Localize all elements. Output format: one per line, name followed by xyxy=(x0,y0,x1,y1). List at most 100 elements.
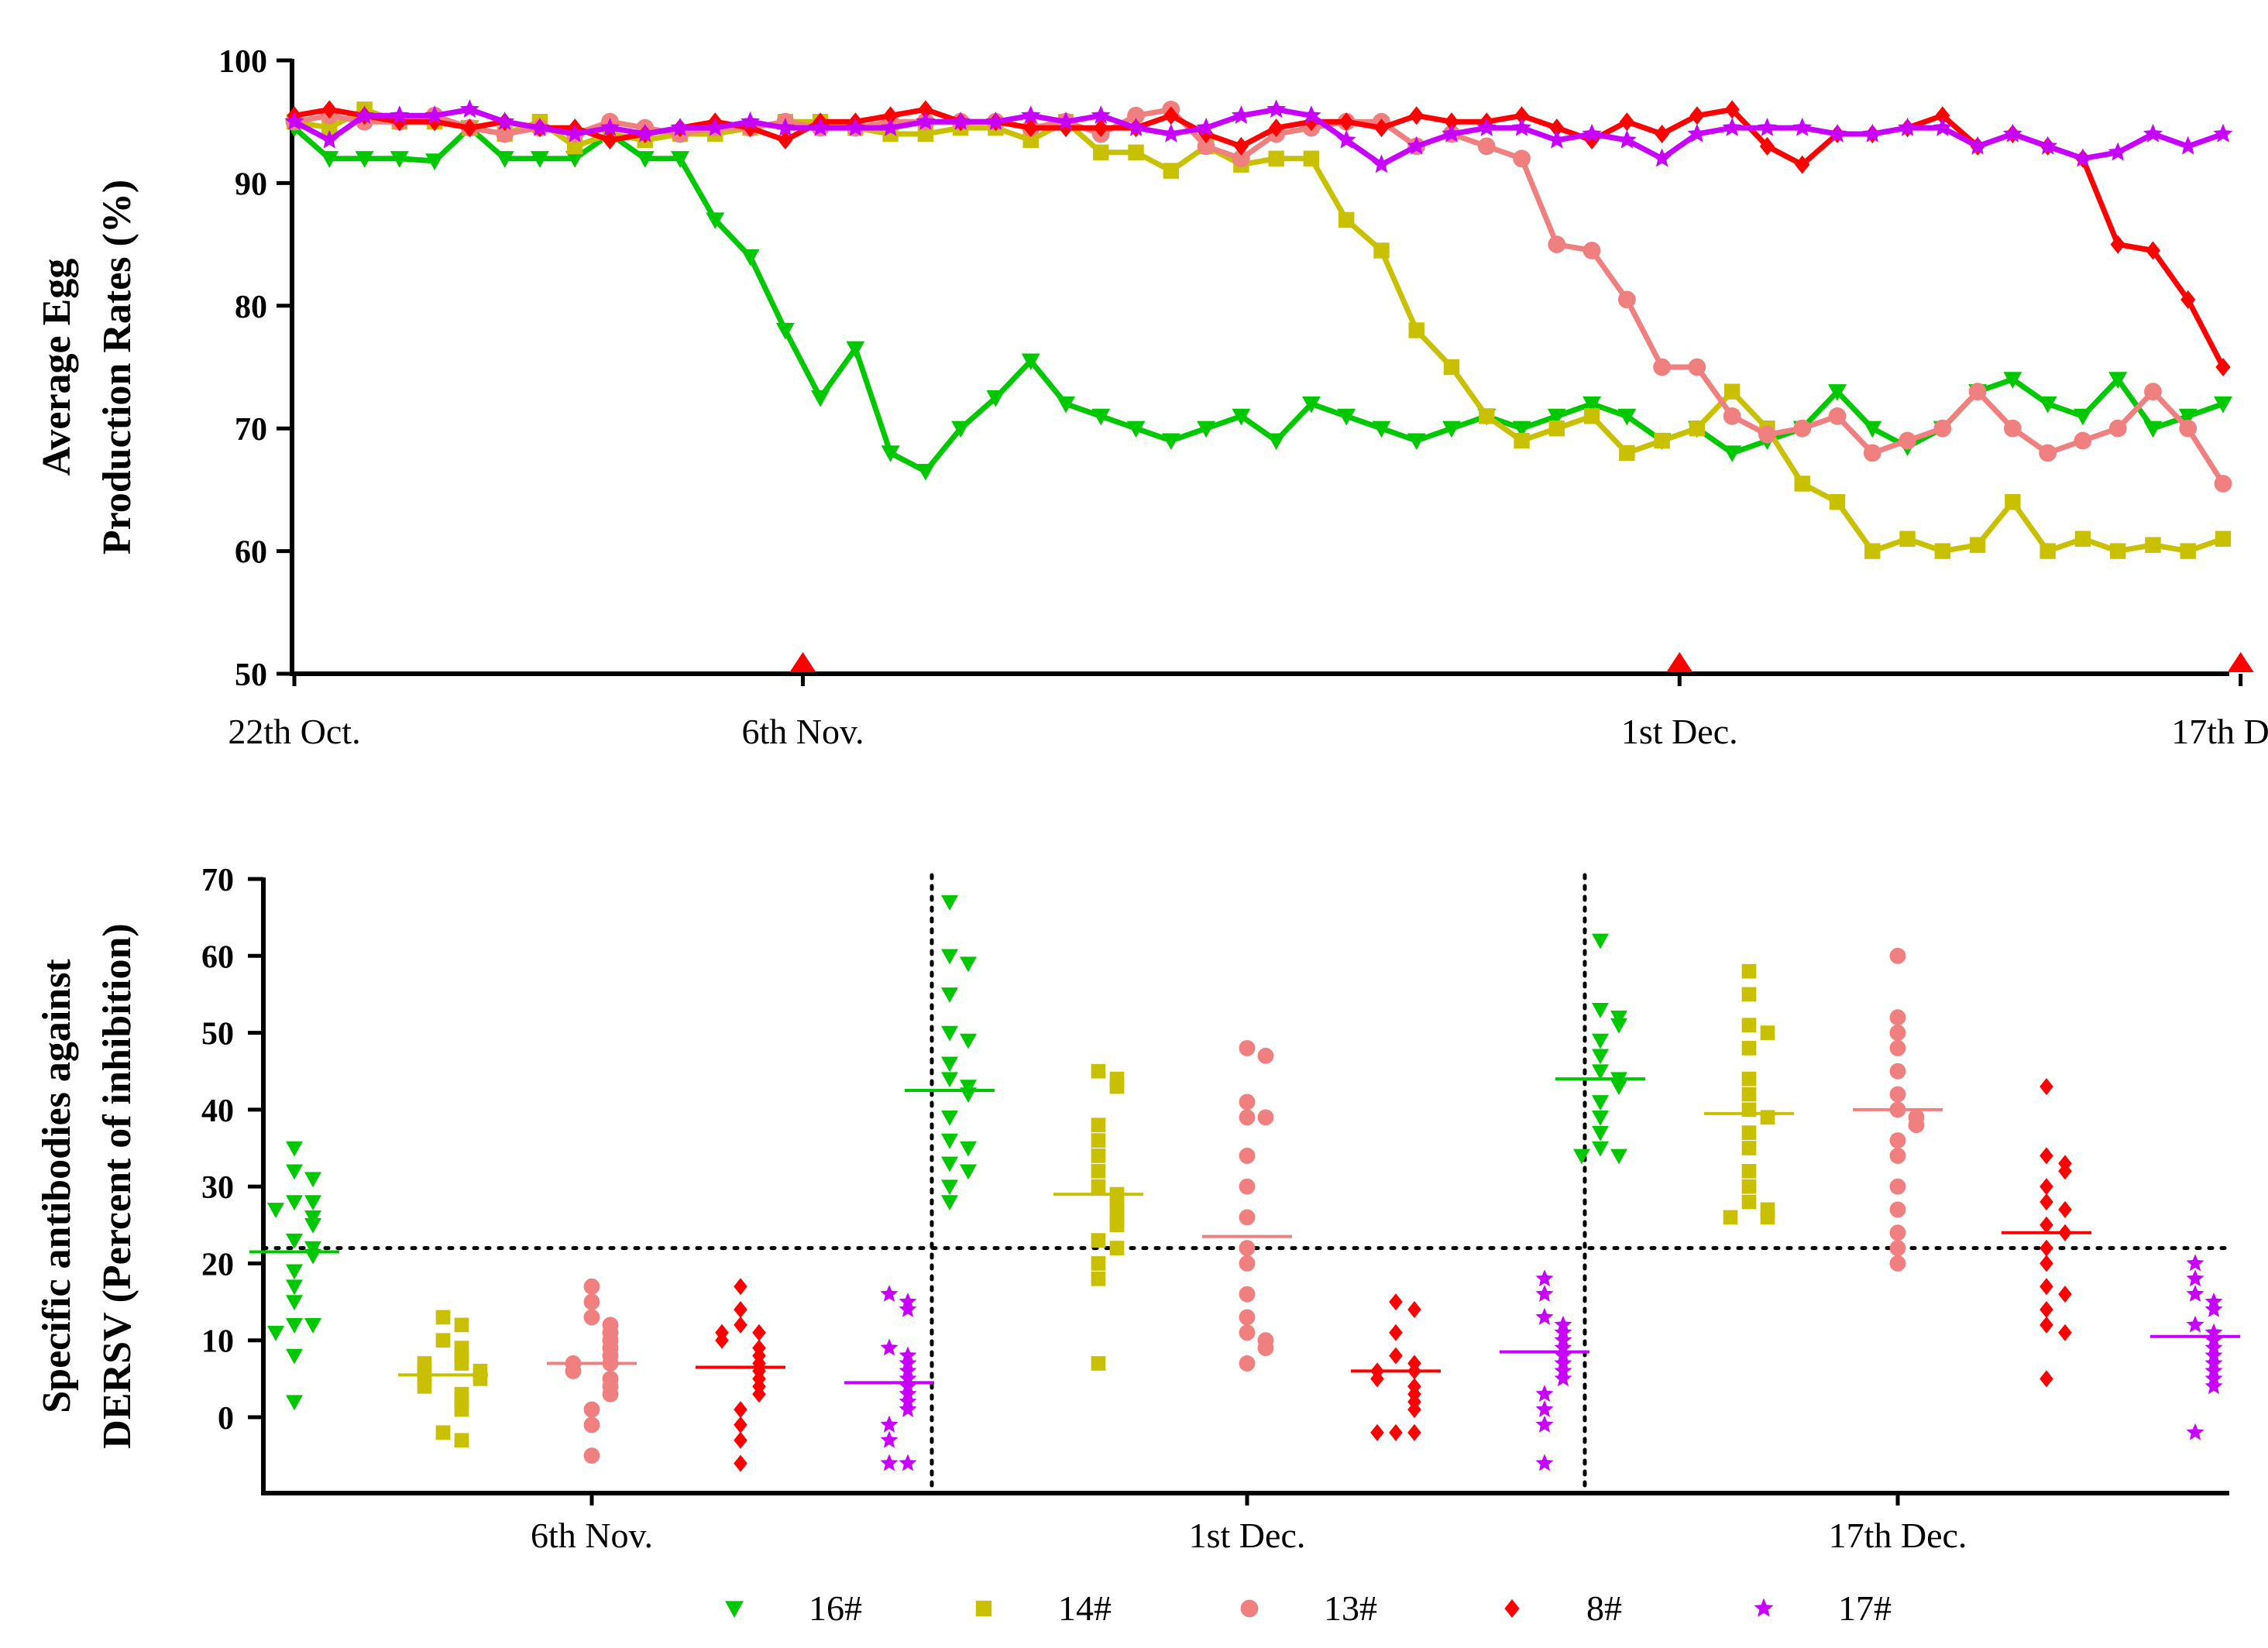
scatter-point xyxy=(752,1385,766,1403)
data-point xyxy=(2039,543,2056,559)
scatter-point xyxy=(1760,1110,1775,1125)
scatter-point xyxy=(286,1141,303,1157)
data-point xyxy=(424,105,445,124)
scatter-point xyxy=(2039,1316,2053,1334)
scatter-point xyxy=(583,1401,600,1418)
data-point xyxy=(845,117,865,136)
scatter-y-tick-label: 60 xyxy=(201,939,234,975)
scatter-series-13# xyxy=(1853,947,1943,1272)
legend-label: 14# xyxy=(1058,1588,1112,1628)
data-point xyxy=(917,125,934,142)
scatter-series-13# xyxy=(547,1278,637,1464)
series-line xyxy=(292,125,2225,475)
scatter-point xyxy=(1741,987,1757,1002)
data-point xyxy=(1582,396,1602,414)
scatter-point xyxy=(1592,933,1609,949)
scatter-point xyxy=(1610,1010,1627,1026)
data-point xyxy=(425,153,445,170)
data-point xyxy=(1372,421,1391,438)
data-point xyxy=(1864,543,1881,559)
scatter-point xyxy=(941,1156,958,1172)
scatter-point xyxy=(1535,1400,1554,1417)
data-point xyxy=(1338,112,1354,132)
scatter-point xyxy=(583,1293,600,1310)
data-point xyxy=(1655,125,1670,144)
scatter-point xyxy=(583,1447,600,1464)
scatter-point xyxy=(941,1179,958,1196)
data-point xyxy=(985,112,1005,130)
data-point xyxy=(462,118,477,138)
data-point xyxy=(2143,421,2163,438)
scatter-point xyxy=(1610,1072,1627,1088)
scatter-point xyxy=(960,1080,977,1096)
scatter-point xyxy=(602,1385,619,1403)
data-point xyxy=(671,151,689,168)
scatter-series-13# xyxy=(1202,1039,1292,1372)
scatter-point xyxy=(1610,1080,1627,1096)
data-point xyxy=(1653,358,1672,376)
data-point xyxy=(565,123,585,142)
scatter-y-tick-label: 30 xyxy=(201,1170,234,1206)
scatter-series-8# xyxy=(2002,1078,2091,1388)
data-point xyxy=(1303,150,1320,167)
data-point xyxy=(883,106,899,125)
scatter-point xyxy=(583,1309,600,1326)
scatter-point xyxy=(752,1324,766,1341)
scatter-point xyxy=(1370,1370,1384,1388)
data-point xyxy=(1547,408,1566,426)
scatter-point xyxy=(304,1195,321,1210)
scatter-point xyxy=(2039,1147,2053,1165)
scatter-y-tick-label: 20 xyxy=(201,1247,234,1282)
data-point xyxy=(1828,384,1847,401)
data-point xyxy=(566,138,583,155)
date-group-17th Dec. xyxy=(1555,933,2240,1440)
scatter-point xyxy=(1407,1401,1421,1419)
scatter-point xyxy=(2039,1370,2053,1388)
scatter-point xyxy=(1239,1094,1256,1111)
data-point xyxy=(1617,290,1636,309)
scatter-point xyxy=(267,1325,284,1341)
scatter-point xyxy=(1407,1301,1421,1318)
scatter-point xyxy=(715,1331,729,1349)
scatter-point xyxy=(2186,1254,2204,1272)
scatter-point xyxy=(417,1378,432,1394)
scatter-point xyxy=(1592,1049,1609,1065)
data-point xyxy=(1023,118,1039,138)
data-point xyxy=(1723,383,1741,400)
scatter-point xyxy=(1389,1347,1403,1365)
scatter-point xyxy=(1239,1355,1256,1372)
scatter-point xyxy=(1109,1241,1125,1255)
data-point xyxy=(321,100,337,119)
scatter-point xyxy=(1889,1009,1906,1026)
scatter-point xyxy=(454,1356,469,1371)
data-point xyxy=(2144,383,2162,401)
scatter-point xyxy=(1889,1240,1906,1257)
line-y-axis-label: Average Egg Production Rates (%) xyxy=(35,180,139,554)
scatter-series-17# xyxy=(2150,1254,2240,1440)
sampling-marker xyxy=(1666,652,1693,672)
scatter-point xyxy=(454,1433,469,1448)
data-point xyxy=(1689,421,1706,437)
scatter-point xyxy=(880,1415,899,1433)
data-point xyxy=(918,100,933,119)
scatter-point xyxy=(941,894,958,911)
scatter-point xyxy=(960,1141,977,1157)
data-point xyxy=(2109,543,2126,559)
data-point xyxy=(811,390,830,407)
data-point xyxy=(496,125,514,143)
scatter-point xyxy=(1239,1147,1256,1164)
data-point xyxy=(355,105,375,124)
sampling-marker xyxy=(2227,652,2254,672)
data-point xyxy=(1233,136,1249,156)
data-point xyxy=(2108,419,2127,438)
data-point xyxy=(1758,425,1776,444)
data-point xyxy=(1301,105,1321,124)
scatter-point xyxy=(1741,1141,1757,1155)
data-point xyxy=(1722,117,1742,136)
data-point xyxy=(1091,105,1111,124)
scatter-point xyxy=(960,1164,977,1180)
scatter-point xyxy=(1889,1063,1906,1080)
data-point xyxy=(2074,431,2092,450)
data-point xyxy=(2179,419,2198,438)
